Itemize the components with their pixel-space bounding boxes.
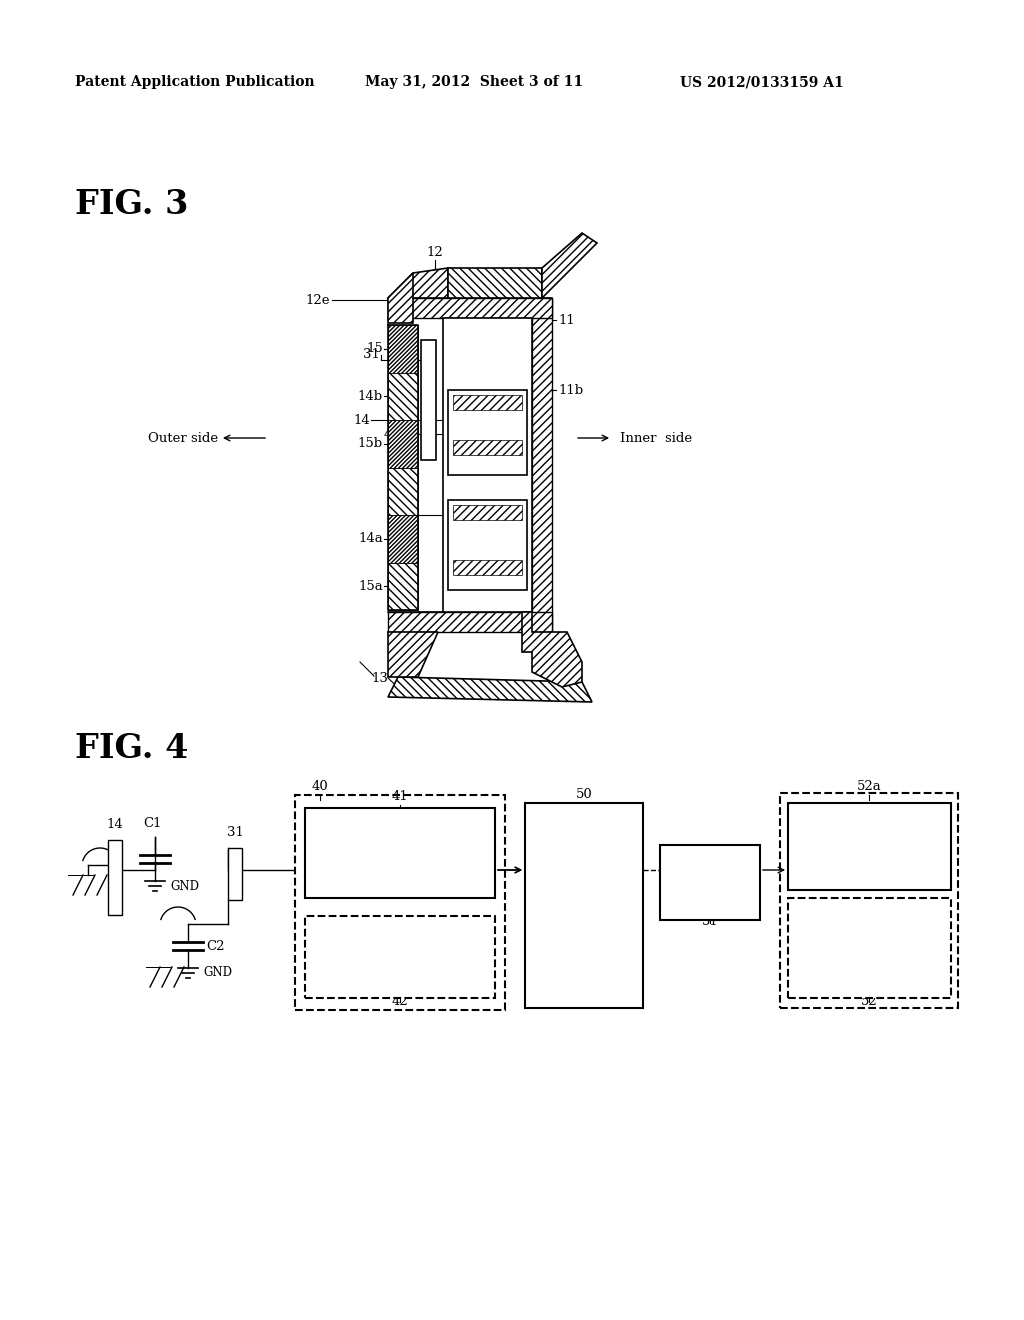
Bar xyxy=(228,847,242,900)
Text: Actuator: Actuator xyxy=(842,840,896,853)
Text: 14: 14 xyxy=(353,413,370,426)
Text: GND: GND xyxy=(170,879,199,892)
Bar xyxy=(305,916,495,998)
Bar xyxy=(388,372,418,420)
Bar xyxy=(788,803,951,890)
Text: 40: 40 xyxy=(383,428,400,441)
Text: 50: 50 xyxy=(575,788,592,801)
Text: Patent Application Publication: Patent Application Publication xyxy=(75,75,314,88)
Text: 52: 52 xyxy=(860,995,878,1008)
Text: 10: 10 xyxy=(401,689,419,701)
Text: C2: C2 xyxy=(206,940,224,953)
Text: 51: 51 xyxy=(701,915,719,928)
Polygon shape xyxy=(388,273,413,323)
Text: US 2012/0133159 A1: US 2012/0133159 A1 xyxy=(680,75,844,88)
Bar xyxy=(525,803,643,1008)
Text: 14: 14 xyxy=(106,818,123,832)
Text: C1: C1 xyxy=(142,817,161,830)
Bar xyxy=(453,395,522,411)
Text: 12e: 12e xyxy=(305,293,330,306)
Text: GND: GND xyxy=(203,966,232,979)
Text: 15a: 15a xyxy=(358,579,383,593)
Bar xyxy=(532,298,552,632)
Text: 15b: 15b xyxy=(357,437,383,450)
Bar xyxy=(295,795,505,1010)
Text: 11b: 11b xyxy=(558,384,583,396)
Polygon shape xyxy=(388,677,592,702)
Text: Electrostatic
capacity
sensor: Electrostatic capacity sensor xyxy=(359,829,440,873)
Bar xyxy=(780,793,958,1008)
Text: 14a: 14a xyxy=(358,532,383,545)
Bar xyxy=(660,845,760,920)
Bar xyxy=(453,440,522,455)
Bar xyxy=(421,341,436,459)
Bar xyxy=(453,560,522,576)
Text: Outer side: Outer side xyxy=(147,432,218,445)
Text: 42: 42 xyxy=(391,995,409,1008)
Bar xyxy=(449,389,527,475)
Text: Electrostatic
capacity
sensor: Electrostatic capacity sensor xyxy=(359,935,440,978)
Bar xyxy=(305,808,495,898)
Bar xyxy=(388,562,418,610)
Text: Inner  side: Inner side xyxy=(620,432,692,445)
Bar xyxy=(388,420,418,467)
Polygon shape xyxy=(542,234,597,298)
Bar xyxy=(388,298,552,318)
Bar xyxy=(388,325,418,372)
Text: 30: 30 xyxy=(393,503,410,516)
Text: Driver
circuit: Driver circuit xyxy=(689,869,730,896)
Text: 41: 41 xyxy=(391,789,409,803)
Polygon shape xyxy=(449,268,542,298)
Text: FIG. 3: FIG. 3 xyxy=(75,189,188,222)
Text: FIG. 4: FIG. 4 xyxy=(75,731,188,764)
Text: 13: 13 xyxy=(372,672,388,685)
Text: Door
control
portion: Door control portion xyxy=(561,882,607,924)
Bar xyxy=(453,506,522,520)
Polygon shape xyxy=(388,632,438,677)
Bar xyxy=(388,515,418,562)
Text: 31: 31 xyxy=(364,348,380,362)
Text: May 31, 2012  Sheet 3 of 11: May 31, 2012 Sheet 3 of 11 xyxy=(365,75,583,88)
Text: 40: 40 xyxy=(311,780,329,793)
Bar xyxy=(443,318,532,612)
Text: Locking
mechanism: Locking mechanism xyxy=(834,935,905,962)
Bar xyxy=(388,467,418,515)
Text: 14b: 14b xyxy=(357,389,383,403)
Polygon shape xyxy=(522,612,582,686)
Polygon shape xyxy=(388,268,449,298)
Text: 52a: 52a xyxy=(857,780,882,793)
Bar xyxy=(449,500,527,590)
Bar xyxy=(108,840,122,915)
Bar xyxy=(788,898,951,998)
Text: 15: 15 xyxy=(367,342,383,355)
Text: 11: 11 xyxy=(558,314,574,326)
Text: 31: 31 xyxy=(226,826,244,840)
Text: 12: 12 xyxy=(427,246,443,259)
Bar xyxy=(388,612,552,632)
